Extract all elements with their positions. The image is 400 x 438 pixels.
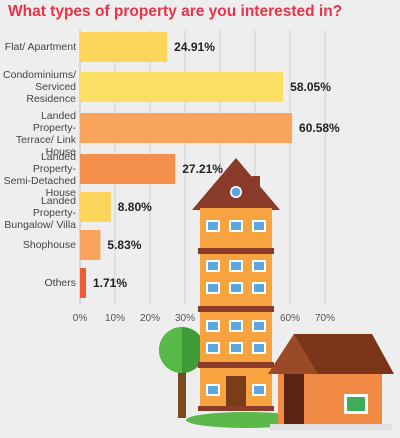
bar (80, 154, 176, 184)
x-tick-label: 0% (72, 313, 88, 324)
x-tick-label: 10% (104, 313, 125, 324)
tree-icon (159, 327, 205, 418)
bar (80, 72, 284, 102)
category-label: Landed Property- Bungalow/ Villa (4, 195, 76, 231)
x-tick-label: 70% (314, 313, 335, 324)
chart-title: What types of property are you intereste… (8, 3, 343, 20)
x-tick-label: 20% (139, 313, 160, 324)
category-label: Shophouse (22, 239, 76, 251)
data-label: 60.58% (299, 121, 340, 135)
x-tick-label: 60% (279, 313, 300, 324)
category-label: Others (44, 277, 76, 289)
data-label: 8.80% (117, 200, 152, 214)
category-label: Flat/ Apartment (4, 41, 76, 53)
bar (80, 113, 293, 143)
x-tick-label: 30% (174, 313, 195, 324)
house-icon (268, 334, 394, 430)
data-label: 5.83% (107, 238, 142, 252)
category-label: Landed Property- Semi-Detached House (3, 151, 76, 199)
data-label: 1.71% (92, 276, 128, 290)
bar (80, 32, 168, 62)
bar (80, 192, 111, 222)
data-label: 58.05% (290, 80, 331, 94)
bar (80, 230, 101, 260)
category-label: Condominiums/ Serviced Residence (3, 69, 76, 105)
category-label: Landed Property- Terrace/ Link House (15, 110, 76, 158)
tall-building-icon (192, 158, 280, 411)
data-label: 24.91% (174, 40, 215, 54)
data-label: 27.21% (182, 162, 223, 176)
bar (80, 268, 86, 298)
